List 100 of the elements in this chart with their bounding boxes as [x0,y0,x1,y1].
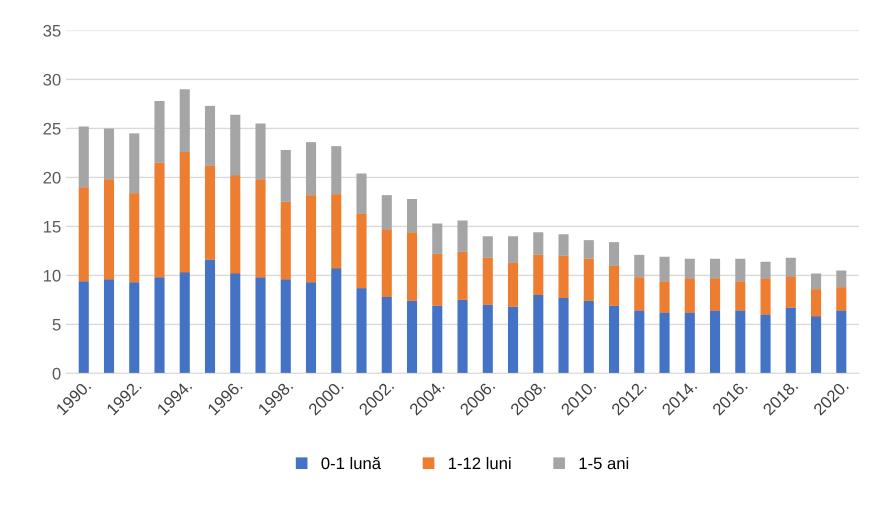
y-tick-label: 35 [43,24,61,37]
bar [810,316,822,374]
legend-label: 1-5 ani [580,456,628,470]
y-tick-label: 5 [52,318,61,331]
bar [432,306,442,374]
bar [584,258,594,301]
bar [382,229,392,297]
bar [634,254,644,278]
bar [406,232,418,301]
bar [684,278,695,313]
bar [306,142,316,196]
bar [786,308,796,374]
bar [180,152,190,272]
y-tick-label: 10 [44,270,61,282]
bar [230,114,240,176]
bar [78,187,89,282]
bar [154,101,165,163]
bar [129,193,140,282]
bar [786,258,796,276]
bar [482,258,493,305]
bar [356,174,367,214]
bar [280,202,291,280]
bar [533,295,544,374]
bar [356,214,367,288]
bar [584,240,594,259]
bar [558,234,569,256]
bar [508,236,518,263]
bar [180,272,190,374]
bar [634,310,644,374]
legend-label: 1-12 luni [448,456,511,470]
bar [230,273,240,374]
bar [382,195,392,230]
bar [659,256,670,282]
bar [331,194,342,269]
bar [760,278,771,315]
bar [104,279,114,374]
bar [204,106,216,166]
bar [684,258,695,278]
bar [104,128,114,180]
bar [204,166,216,260]
bar [558,256,569,298]
bar [280,150,291,202]
bar [659,312,670,374]
bar [533,232,544,255]
bar [129,282,140,374]
bar [154,277,165,374]
bar [78,126,89,188]
bar [104,179,114,280]
bar [457,252,468,300]
bar [154,162,165,278]
y-tick-label: 30 [43,74,61,86]
bar [735,310,746,374]
legend-label: 0-1 lună [321,456,382,470]
bar [760,262,771,278]
bar [659,281,670,313]
bar [558,298,569,374]
bar [710,278,720,311]
y-tick-label: 15 [44,220,61,233]
bar [280,279,291,374]
y-tick-label: 0 [52,368,61,380]
bar [356,288,367,374]
bar [836,310,846,374]
bar [735,281,746,311]
bar [180,89,190,152]
bar [382,296,392,374]
bar [482,304,493,374]
bar [255,124,266,180]
bar [684,312,695,374]
bar [710,310,720,374]
bar [508,306,518,374]
bar [255,179,266,278]
bar [406,198,418,232]
bar [836,287,846,311]
bar [306,282,316,374]
bar [836,270,846,288]
bar [432,254,442,306]
bar [204,260,216,374]
bar [457,300,468,374]
bar [810,273,822,290]
bar [608,306,620,374]
bar [129,133,140,194]
bar [584,300,594,374]
bar [230,175,240,274]
bar [810,289,822,317]
bar [306,195,316,282]
bar [457,220,468,252]
bar [432,223,442,254]
y-tick-label: 25 [44,122,61,135]
bar [331,268,342,374]
bar [608,266,620,306]
bar [760,314,771,374]
y-tick-label: 20 [44,172,61,184]
bar [533,254,544,296]
bar [255,277,266,374]
bar [78,281,89,374]
bar [634,277,644,311]
bar [735,258,746,282]
bar [608,242,620,266]
bar [482,236,493,258]
bar [710,258,720,278]
